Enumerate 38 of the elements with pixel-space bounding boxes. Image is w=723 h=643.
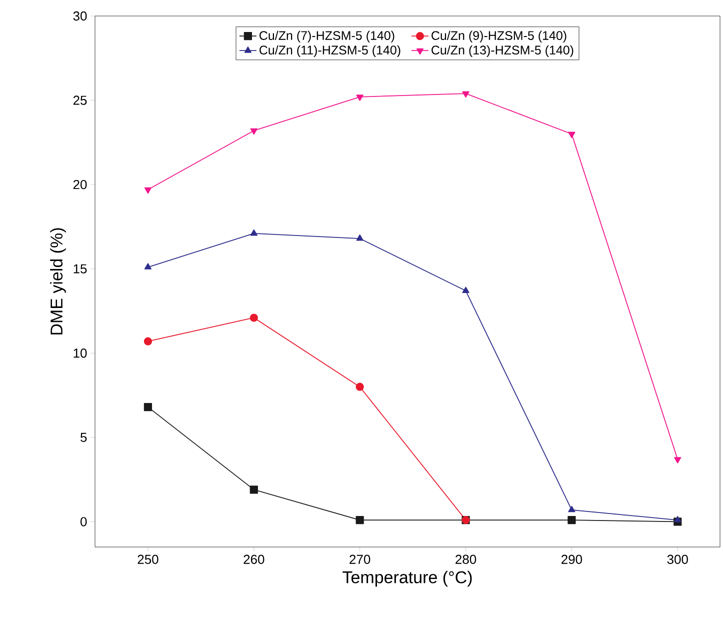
y-tick-label: 15 — [74, 264, 87, 274]
x-tick-label: 250 — [138, 554, 158, 564]
point — [250, 229, 258, 236]
point — [462, 91, 470, 98]
point — [144, 337, 152, 346]
point — [250, 128, 258, 135]
point — [356, 382, 364, 391]
point — [568, 506, 576, 512]
x-tick-label: 300 — [667, 554, 688, 564]
point — [250, 486, 258, 494]
y-tick-label: 25 — [73, 96, 87, 105]
point — [674, 516, 682, 522]
point — [462, 286, 470, 294]
point — [568, 516, 576, 524]
point — [144, 187, 152, 194]
y-tick-label: 5 — [80, 432, 87, 442]
point — [356, 234, 364, 241]
point — [674, 457, 682, 464]
legend-label: Cu/Zn (9)-HZSM-5 (140) — [432, 30, 566, 42]
point — [356, 94, 364, 101]
legend-label: Cu/Zn (11)-HZSM-5 (140) — [260, 45, 400, 57]
legend-label: Cu/Zn (13)-HZSM-5 (140) — [432, 45, 574, 57]
y-tick-label: 20 — [73, 180, 87, 190]
x-tick-label: 290 — [562, 554, 582, 564]
y-tick-label: 0 — [80, 517, 87, 526]
point — [144, 263, 152, 270]
legend-label: Cu/Zn (7)-HZSM-5 (140) — [260, 30, 394, 42]
point — [356, 516, 364, 524]
x-tick-label: 280 — [456, 554, 476, 564]
x-axis-title: Temperature (°C) — [342, 570, 472, 587]
y-tick-label: 10 — [74, 348, 87, 358]
point — [250, 314, 258, 322]
point — [144, 403, 152, 412]
point — [568, 132, 576, 138]
y-tick-label: 30 — [73, 11, 87, 21]
y-axis-title: DME yield (%) — [50, 228, 66, 334]
x-tick-label: 260 — [244, 554, 264, 564]
x-tick-label: 270 — [350, 554, 370, 564]
